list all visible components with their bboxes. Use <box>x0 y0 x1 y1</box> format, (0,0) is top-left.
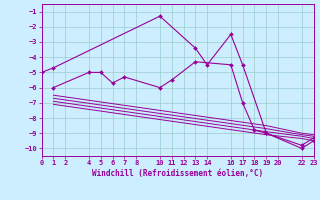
X-axis label: Windchill (Refroidissement éolien,°C): Windchill (Refroidissement éolien,°C) <box>92 169 263 178</box>
